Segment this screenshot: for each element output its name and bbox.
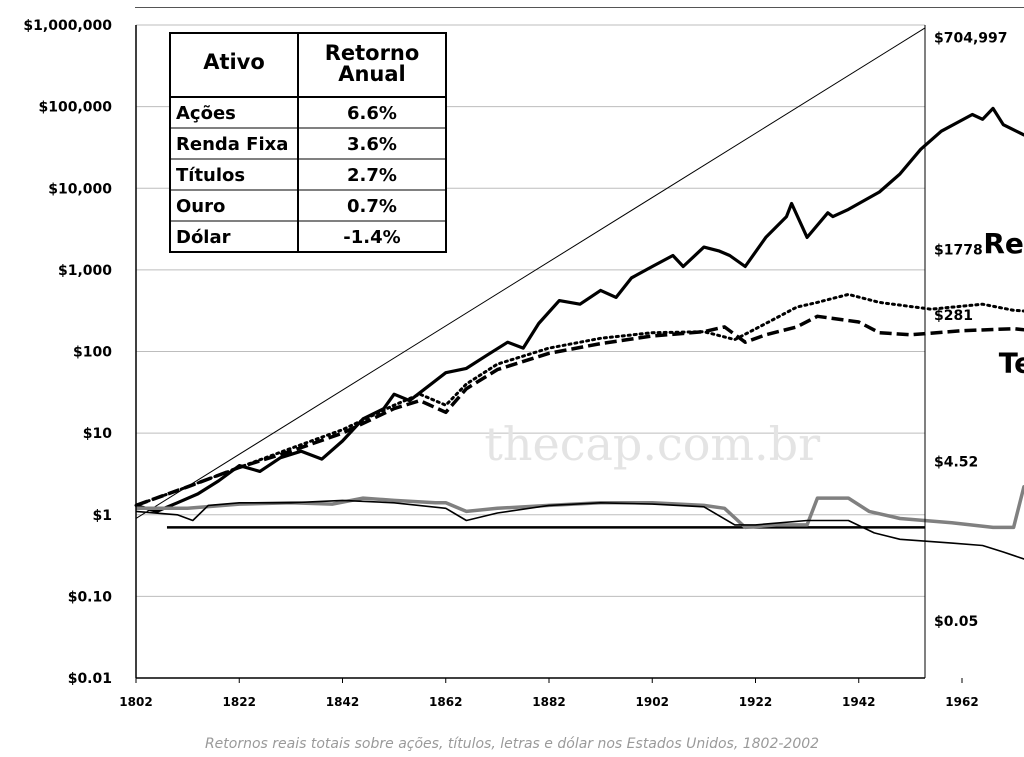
table-cell-asset: Renda Fixa: [176, 134, 288, 155]
series-acoes: [135, 106, 1024, 513]
y-tick-labels: $1,000,000 $100,000 $10,000 $1,000 $100 $10 $1…: [23, 18, 112, 687]
table-cell-return: 6.6%: [347, 103, 397, 124]
watermark: thecap.com.br: [484, 417, 820, 471]
table-cell-return: 2.7%: [347, 165, 397, 186]
y-tick-label: $10,000: [48, 181, 112, 197]
x-tick-label: 1802: [119, 695, 152, 709]
x-tick-label: 1882: [532, 695, 565, 709]
series-dolar: [135, 499, 1024, 560]
table-cell-return: 3.6%: [347, 134, 397, 155]
table-cell-asset: Títulos: [176, 165, 245, 186]
table-border: [169, 32, 447, 253]
x-tick-label: 1862: [429, 695, 462, 709]
trend-line: [135, 27, 926, 519]
y-tick-label: $100,000: [38, 100, 112, 116]
annotation-tesouro: Tesouro: [999, 347, 1024, 380]
table-cell-asset: Dólar: [176, 227, 231, 248]
end-label-ouro: $4.52: [934, 454, 978, 470]
x-tick-label: 1842: [326, 695, 359, 709]
y-tick-label: $1,000,000: [23, 18, 112, 34]
x-tick-label: 1942: [842, 695, 875, 709]
table-header-asset: Ativo: [203, 50, 265, 74]
table-cell-asset: Ouro: [176, 196, 225, 217]
series-lines: [134, 27, 1024, 560]
table-cell-asset: Ações: [176, 103, 236, 124]
end-label-dolar: $0.05: [934, 614, 978, 630]
x-tick-label: 1922: [739, 695, 772, 709]
x-tick-labels: 1802182218421862188219021922194219621982…: [119, 695, 978, 709]
y-tick-label: $1: [93, 508, 112, 524]
end-label-renda-fixa: $1778: [934, 242, 983, 258]
annotation-renda-fixa: Renda Fixa: [983, 227, 1024, 260]
table-cell-return: 0.7%: [347, 196, 397, 217]
end-value-labels: $704,997 $1778 $281 $4.52 $0.05: [934, 30, 1008, 630]
table-cell-return: -1.4%: [343, 227, 400, 248]
table-header-return: Retorno Anual: [325, 41, 420, 86]
x-tick-label: 1962: [945, 695, 978, 709]
series-tesouro: [135, 314, 1024, 508]
x-tick-label: 1822: [223, 695, 256, 709]
figure-caption: Retornos reais totais sobre ações, títul…: [204, 736, 820, 752]
return-table: Ativo Retorno Anual Ações 6.6% Renda Fixa 3.6%…: [169, 32, 447, 253]
series-ouro: [136, 485, 1024, 530]
y-tick-label: $0.10: [68, 589, 113, 605]
series-renda-fixa: [134, 292, 1024, 507]
axes: [135, 25, 963, 683]
series-annotations: AçõesRenda FixaTesouroOuroDólar: [983, 227, 1024, 380]
x-tick-label: 1902: [636, 695, 669, 709]
returns-chart: thecap.com.br $1,000,000$100,000$10,000$…: [23, 18, 1024, 709]
y-tick-label: $10: [83, 426, 112, 442]
end-label-tesouro: $281: [934, 308, 973, 324]
end-label-acoes: $704,997: [934, 30, 1008, 46]
top-rule: [135, 7, 1024, 8]
y-tick-label: $0.01: [68, 671, 112, 687]
y-tick-label: $100: [73, 345, 112, 361]
y-tick-label: $1,000: [58, 263, 112, 279]
